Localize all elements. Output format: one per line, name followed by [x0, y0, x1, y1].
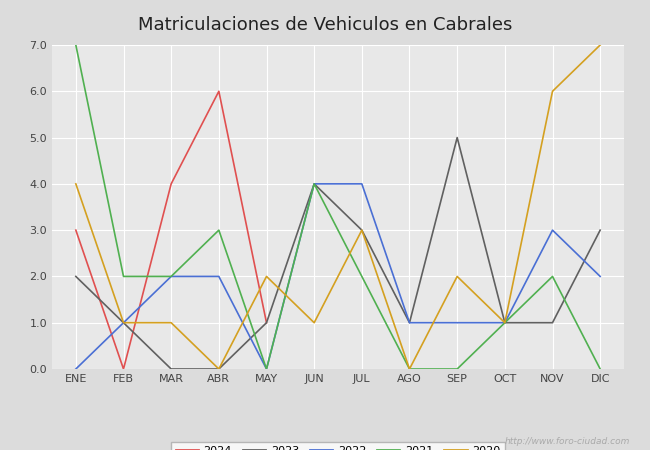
- 2023: [310, 181, 318, 187]
- 2020: [310, 320, 318, 325]
- Line: 2021: 2021: [76, 45, 600, 369]
- 2022: [120, 320, 127, 325]
- 2023: [167, 366, 175, 372]
- 2022: [167, 274, 175, 279]
- 2021: [215, 227, 223, 233]
- 2022: [453, 320, 461, 325]
- 2021: [501, 320, 509, 325]
- Text: Matriculaciones de Vehiculos en Cabrales: Matriculaciones de Vehiculos en Cabrales: [138, 16, 512, 34]
- 2022: [549, 227, 556, 233]
- 2020: [596, 42, 604, 48]
- 2020: [406, 366, 413, 372]
- 2022: [406, 320, 413, 325]
- 2023: [453, 135, 461, 140]
- 2024: [120, 366, 127, 372]
- 2021: [549, 274, 556, 279]
- 2020: [549, 89, 556, 94]
- 2024: [215, 89, 223, 94]
- 2023: [72, 274, 80, 279]
- 2022: [215, 274, 223, 279]
- Line: 2023: 2023: [76, 138, 600, 369]
- Line: 2020: 2020: [76, 45, 600, 369]
- 2022: [263, 366, 270, 372]
- Line: 2024: 2024: [76, 91, 266, 369]
- 2020: [501, 320, 509, 325]
- 2021: [263, 366, 270, 372]
- 2024: [263, 320, 270, 325]
- 2021: [453, 366, 461, 372]
- 2023: [263, 320, 270, 325]
- 2023: [215, 366, 223, 372]
- 2020: [263, 274, 270, 279]
- Text: http://www.foro-ciudad.com: http://www.foro-ciudad.com: [505, 436, 630, 446]
- 2020: [358, 227, 366, 233]
- 2024: [72, 227, 80, 233]
- 2020: [453, 274, 461, 279]
- 2022: [310, 181, 318, 187]
- 2022: [501, 320, 509, 325]
- 2022: [72, 366, 80, 372]
- 2021: [310, 181, 318, 187]
- 2023: [406, 320, 413, 325]
- Line: 2022: 2022: [76, 184, 600, 369]
- 2021: [358, 274, 366, 279]
- 2023: [358, 227, 366, 233]
- 2021: [120, 274, 127, 279]
- 2023: [549, 320, 556, 325]
- 2022: [596, 274, 604, 279]
- 2021: [596, 366, 604, 372]
- 2020: [72, 181, 80, 187]
- 2020: [215, 366, 223, 372]
- 2020: [167, 320, 175, 325]
- 2021: [406, 366, 413, 372]
- 2024: [167, 181, 175, 187]
- 2023: [501, 320, 509, 325]
- 2021: [72, 42, 80, 48]
- 2021: [167, 274, 175, 279]
- 2023: [596, 227, 604, 233]
- 2020: [120, 320, 127, 325]
- Legend: 2024, 2023, 2022, 2021, 2020: 2024, 2023, 2022, 2021, 2020: [171, 442, 505, 450]
- 2022: [358, 181, 366, 187]
- 2023: [120, 320, 127, 325]
